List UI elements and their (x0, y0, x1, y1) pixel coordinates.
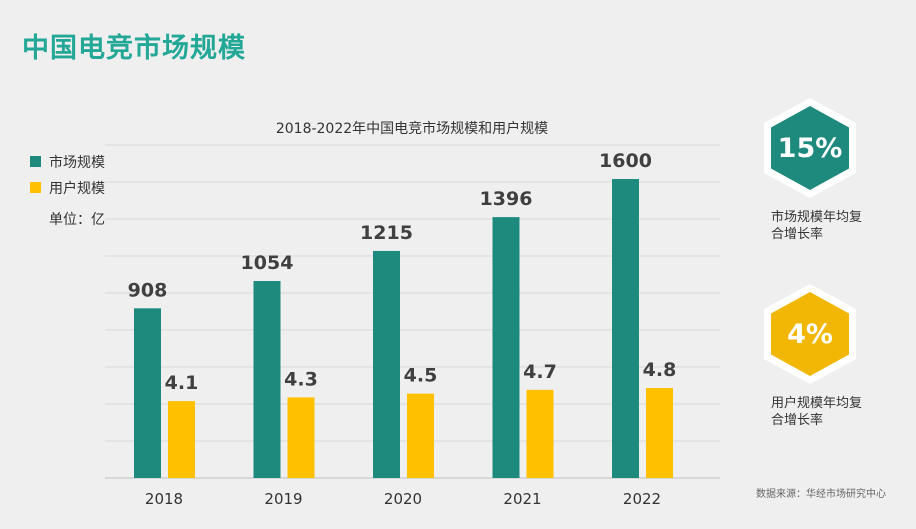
x-tick-label-2018: 2018 (145, 490, 183, 508)
bar-users-2019 (287, 397, 315, 478)
bar-market-2020 (373, 250, 400, 478)
kpi-badge-users: 4% (764, 284, 856, 384)
data-label-market-2018: 908 (128, 279, 168, 301)
bar-users-2020 (407, 393, 434, 478)
kpi-caption-market: 市场规模年均复 合增长率 (771, 209, 891, 243)
bars (134, 179, 673, 478)
unit-label: 单位：亿 (49, 212, 105, 228)
x-axis-ticks: 2018 2019 2020 2021 2022 (145, 490, 661, 508)
x-tick-label-2019: 2019 (264, 490, 302, 508)
source-note: 数据来源：华经市场研究中心 (756, 489, 886, 500)
data-label-market-2020: 1215 (360, 222, 413, 244)
chart-title: 2018-2022年中国电竞市场规模和用户规模 (276, 120, 548, 137)
kpi-value-market: 15% (778, 133, 843, 164)
kpi-badge-market: 15% (764, 98, 856, 198)
legend: 市场规模 用户规模 单位：亿 (30, 154, 105, 228)
legend-label-market: 市场规模 (49, 154, 105, 171)
x-tick-label-2020: 2020 (384, 490, 422, 508)
data-label-market-2021: 1396 (480, 188, 533, 210)
bar-market-2018 (134, 308, 161, 478)
x-tick-label-2021: 2021 (503, 490, 541, 508)
bar-users-2021 (526, 389, 554, 478)
data-label-users-2018: 4.1 (165, 372, 199, 394)
bar-users-2022 (646, 388, 673, 478)
legend-swatch-users (30, 182, 41, 193)
legend-label-users: 用户规模 (49, 180, 105, 197)
data-label-users-2019: 4.3 (284, 368, 318, 390)
data-label-market-2019: 1054 (241, 252, 294, 274)
data-label-users-2021: 4.7 (523, 361, 557, 383)
kpi-caption-users-line1: 用户规模年均复 (771, 396, 863, 411)
x-tick-label-2022: 2022 (623, 490, 661, 508)
kpi-caption-market-line2: 合增长率 (771, 227, 824, 242)
bar-users-2018 (168, 401, 195, 478)
kpi-hexagon-users (771, 292, 849, 376)
kpi-value-users: 4% (787, 319, 833, 350)
bar-market-2021 (492, 217, 520, 478)
kpi-caption-market-line1: 市场规模年均复 (771, 210, 863, 225)
bar-market-2019 (253, 281, 281, 478)
legend-swatch-market (30, 156, 41, 167)
kpi-caption-users: 用户规模年均复 合增长率 (771, 395, 891, 429)
data-label-users-2020: 4.5 (404, 365, 438, 387)
kpi-caption-users-line2: 合增长率 (771, 413, 824, 428)
data-labels: 908 4.1 1054 4.3 1215 4.5 1396 4.7 1600 4.8 (128, 150, 677, 394)
page-title: 中国电竞市场规模 (22, 33, 246, 64)
data-label-users-2022: 4.8 (643, 359, 677, 381)
kpi-hexagon-market (771, 106, 849, 190)
data-label-market-2022: 1600 (599, 150, 652, 172)
bar-market-2022 (612, 179, 639, 478)
